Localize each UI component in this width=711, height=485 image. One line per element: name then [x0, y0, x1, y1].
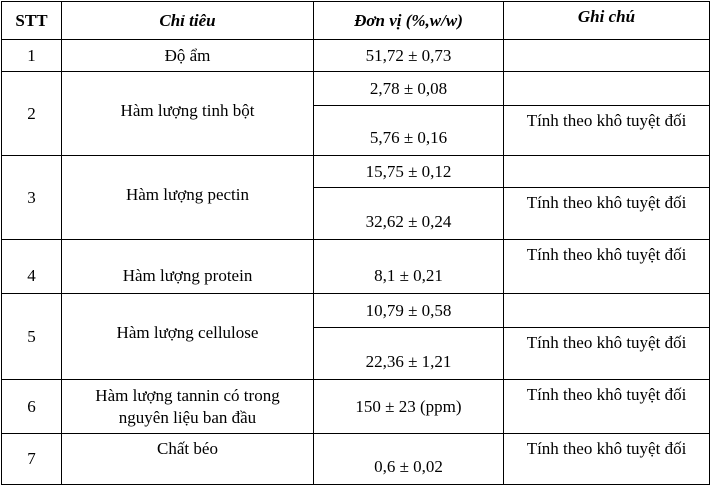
- note-cell: [503, 39, 710, 72]
- stt-cell: 3: [1, 155, 62, 240]
- note-cell: [503, 71, 710, 106]
- header-stt: STT: [1, 1, 62, 40]
- value-cell: 15,75 ± 0,12: [313, 155, 504, 188]
- stt-cell: 5: [1, 293, 62, 380]
- stt-cell: 6: [1, 379, 62, 434]
- value-cell: 2,78 ± 0,08: [313, 71, 504, 106]
- value-cell: 22,36 ± 1,21: [313, 327, 504, 380]
- name-cell: Hàm lượng protein: [61, 239, 314, 294]
- table-row: 1 Độ ẩm 51,72 ± 0,73: [1, 39, 710, 72]
- name-cell: Hàm lượng tannin có trong nguyên liệu ba…: [61, 379, 314, 434]
- note-cell: [503, 155, 710, 188]
- name-line-2: nguyên liệu ban đầu: [118, 407, 257, 427]
- name-cell: Hàm lượng pectin: [61, 155, 314, 240]
- note-cell: Tính theo khô tuyệt đối: [503, 187, 710, 240]
- table-row: 2 Hàm lượng tinh bột 2,78 ± 0,08: [1, 71, 710, 156]
- value-cell: 32,62 ± 0,24: [313, 187, 504, 240]
- table-row: 5,76 ± 0,16 Tính theo khô tuyệt đối: [2, 105, 710, 156]
- name-cell: Hàm lượng tinh bột: [61, 71, 314, 156]
- value-cell: 10,79 ± 0,58: [313, 293, 504, 328]
- table-row: 4 Hàm lượng protein 8,1 ± 0,21 Tính theo…: [1, 239, 710, 294]
- table-row: 7 Chất béo 0,6 ± 0,02 Tính theo khô tuyệ…: [1, 433, 710, 485]
- header-don-vi: Đơn vị (%,w/w): [313, 1, 504, 40]
- value-cell: 8,1 ± 0,21: [313, 239, 504, 294]
- stt-cell: 4: [1, 239, 62, 294]
- note-cell: Tính theo khô tuyệt đối: [503, 433, 710, 485]
- table-row: 22,36 ± 1,21 Tính theo khô tuyệt đối: [2, 327, 710, 380]
- stt-cell: 2: [1, 71, 62, 156]
- name-cell: Chất béo: [61, 433, 314, 485]
- note-cell: Tính theo khô tuyệt đối: [503, 379, 710, 434]
- table-row: 6 Hàm lượng tannin có trong nguyên liệu …: [1, 379, 710, 434]
- value-cell: 5,76 ± 0,16: [313, 105, 504, 156]
- table-row: 3 Hàm lượng pectin 15,75 ± 0,12: [1, 155, 710, 240]
- header-chi-tieu: Chỉ tiêu: [61, 1, 314, 40]
- name-cell: Độ ẩm: [61, 39, 314, 72]
- stt-cell: 1: [1, 39, 62, 72]
- stt-cell: 7: [1, 433, 62, 485]
- table-row: 32,62 ± 0,24 Tính theo khô tuyệt đối: [2, 187, 710, 240]
- name-line-1: Hàm lượng tannin có trong: [95, 385, 280, 405]
- header-ghi-chu: Ghi chú: [503, 1, 710, 40]
- value-cell: 150 ± 23 (ppm): [313, 379, 504, 434]
- value-cell: 0,6 ± 0,02: [313, 433, 504, 485]
- note-cell: Tính theo khô tuyệt đối: [503, 105, 710, 156]
- value-cell: 51,72 ± 0,73: [313, 39, 504, 72]
- table-row: 5 Hàm lượng cellulose 10,79 ± 0,58: [1, 293, 710, 380]
- note-cell: Tính theo khô tuyệt đối: [503, 327, 710, 380]
- header-row: STT Chỉ tiêu Đơn vị (%,w/w) Ghi chú: [1, 1, 710, 40]
- name-cell: Hàm lượng cellulose: [61, 293, 314, 380]
- note-cell: [503, 293, 710, 328]
- note-cell: Tính theo khô tuyệt đối: [503, 239, 710, 294]
